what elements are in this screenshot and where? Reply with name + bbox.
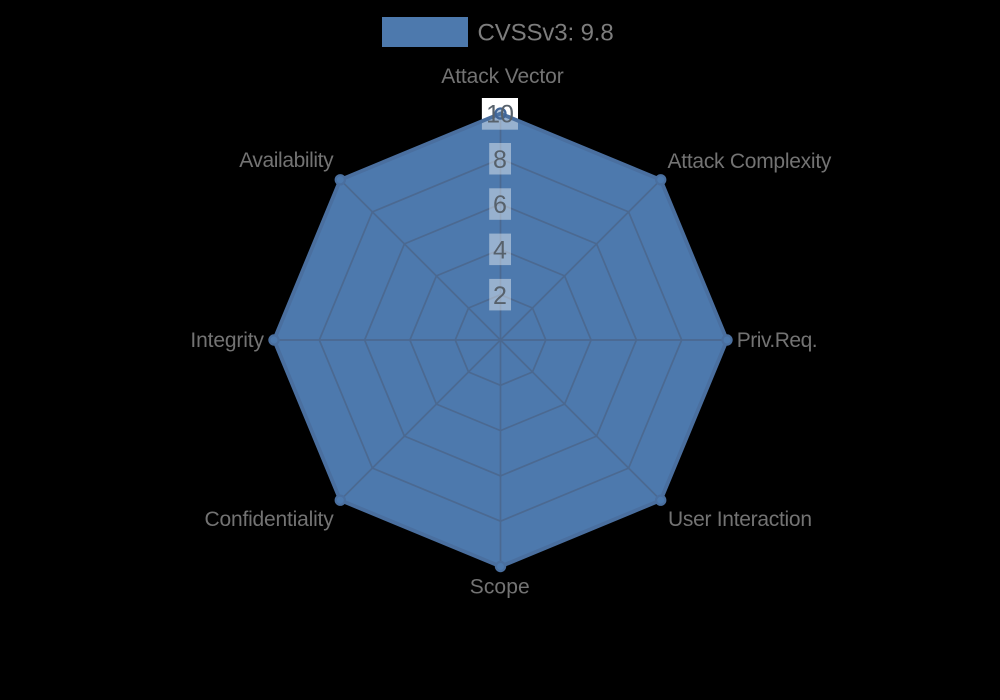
- svg-text:8: 8: [493, 146, 507, 174]
- svg-text:2: 2: [493, 282, 507, 310]
- svg-text:Availability: Availability: [239, 149, 334, 172]
- svg-text:4: 4: [493, 237, 507, 265]
- svg-text:Priv.Req.: Priv.Req.: [737, 329, 818, 352]
- svg-text:10: 10: [486, 101, 514, 129]
- svg-text:User Interaction: User Interaction: [668, 508, 812, 531]
- svg-text:Integrity: Integrity: [190, 329, 264, 352]
- svg-text:Attack Complexity: Attack Complexity: [668, 150, 832, 173]
- svg-text:CVSSv3: 9.8: CVSSv3: 9.8: [478, 20, 614, 47]
- svg-text:Confidentiality: Confidentiality: [205, 508, 335, 531]
- svg-text:6: 6: [493, 191, 507, 219]
- svg-text:Attack Vector: Attack Vector: [441, 65, 563, 88]
- svg-text:Scope: Scope: [470, 576, 530, 599]
